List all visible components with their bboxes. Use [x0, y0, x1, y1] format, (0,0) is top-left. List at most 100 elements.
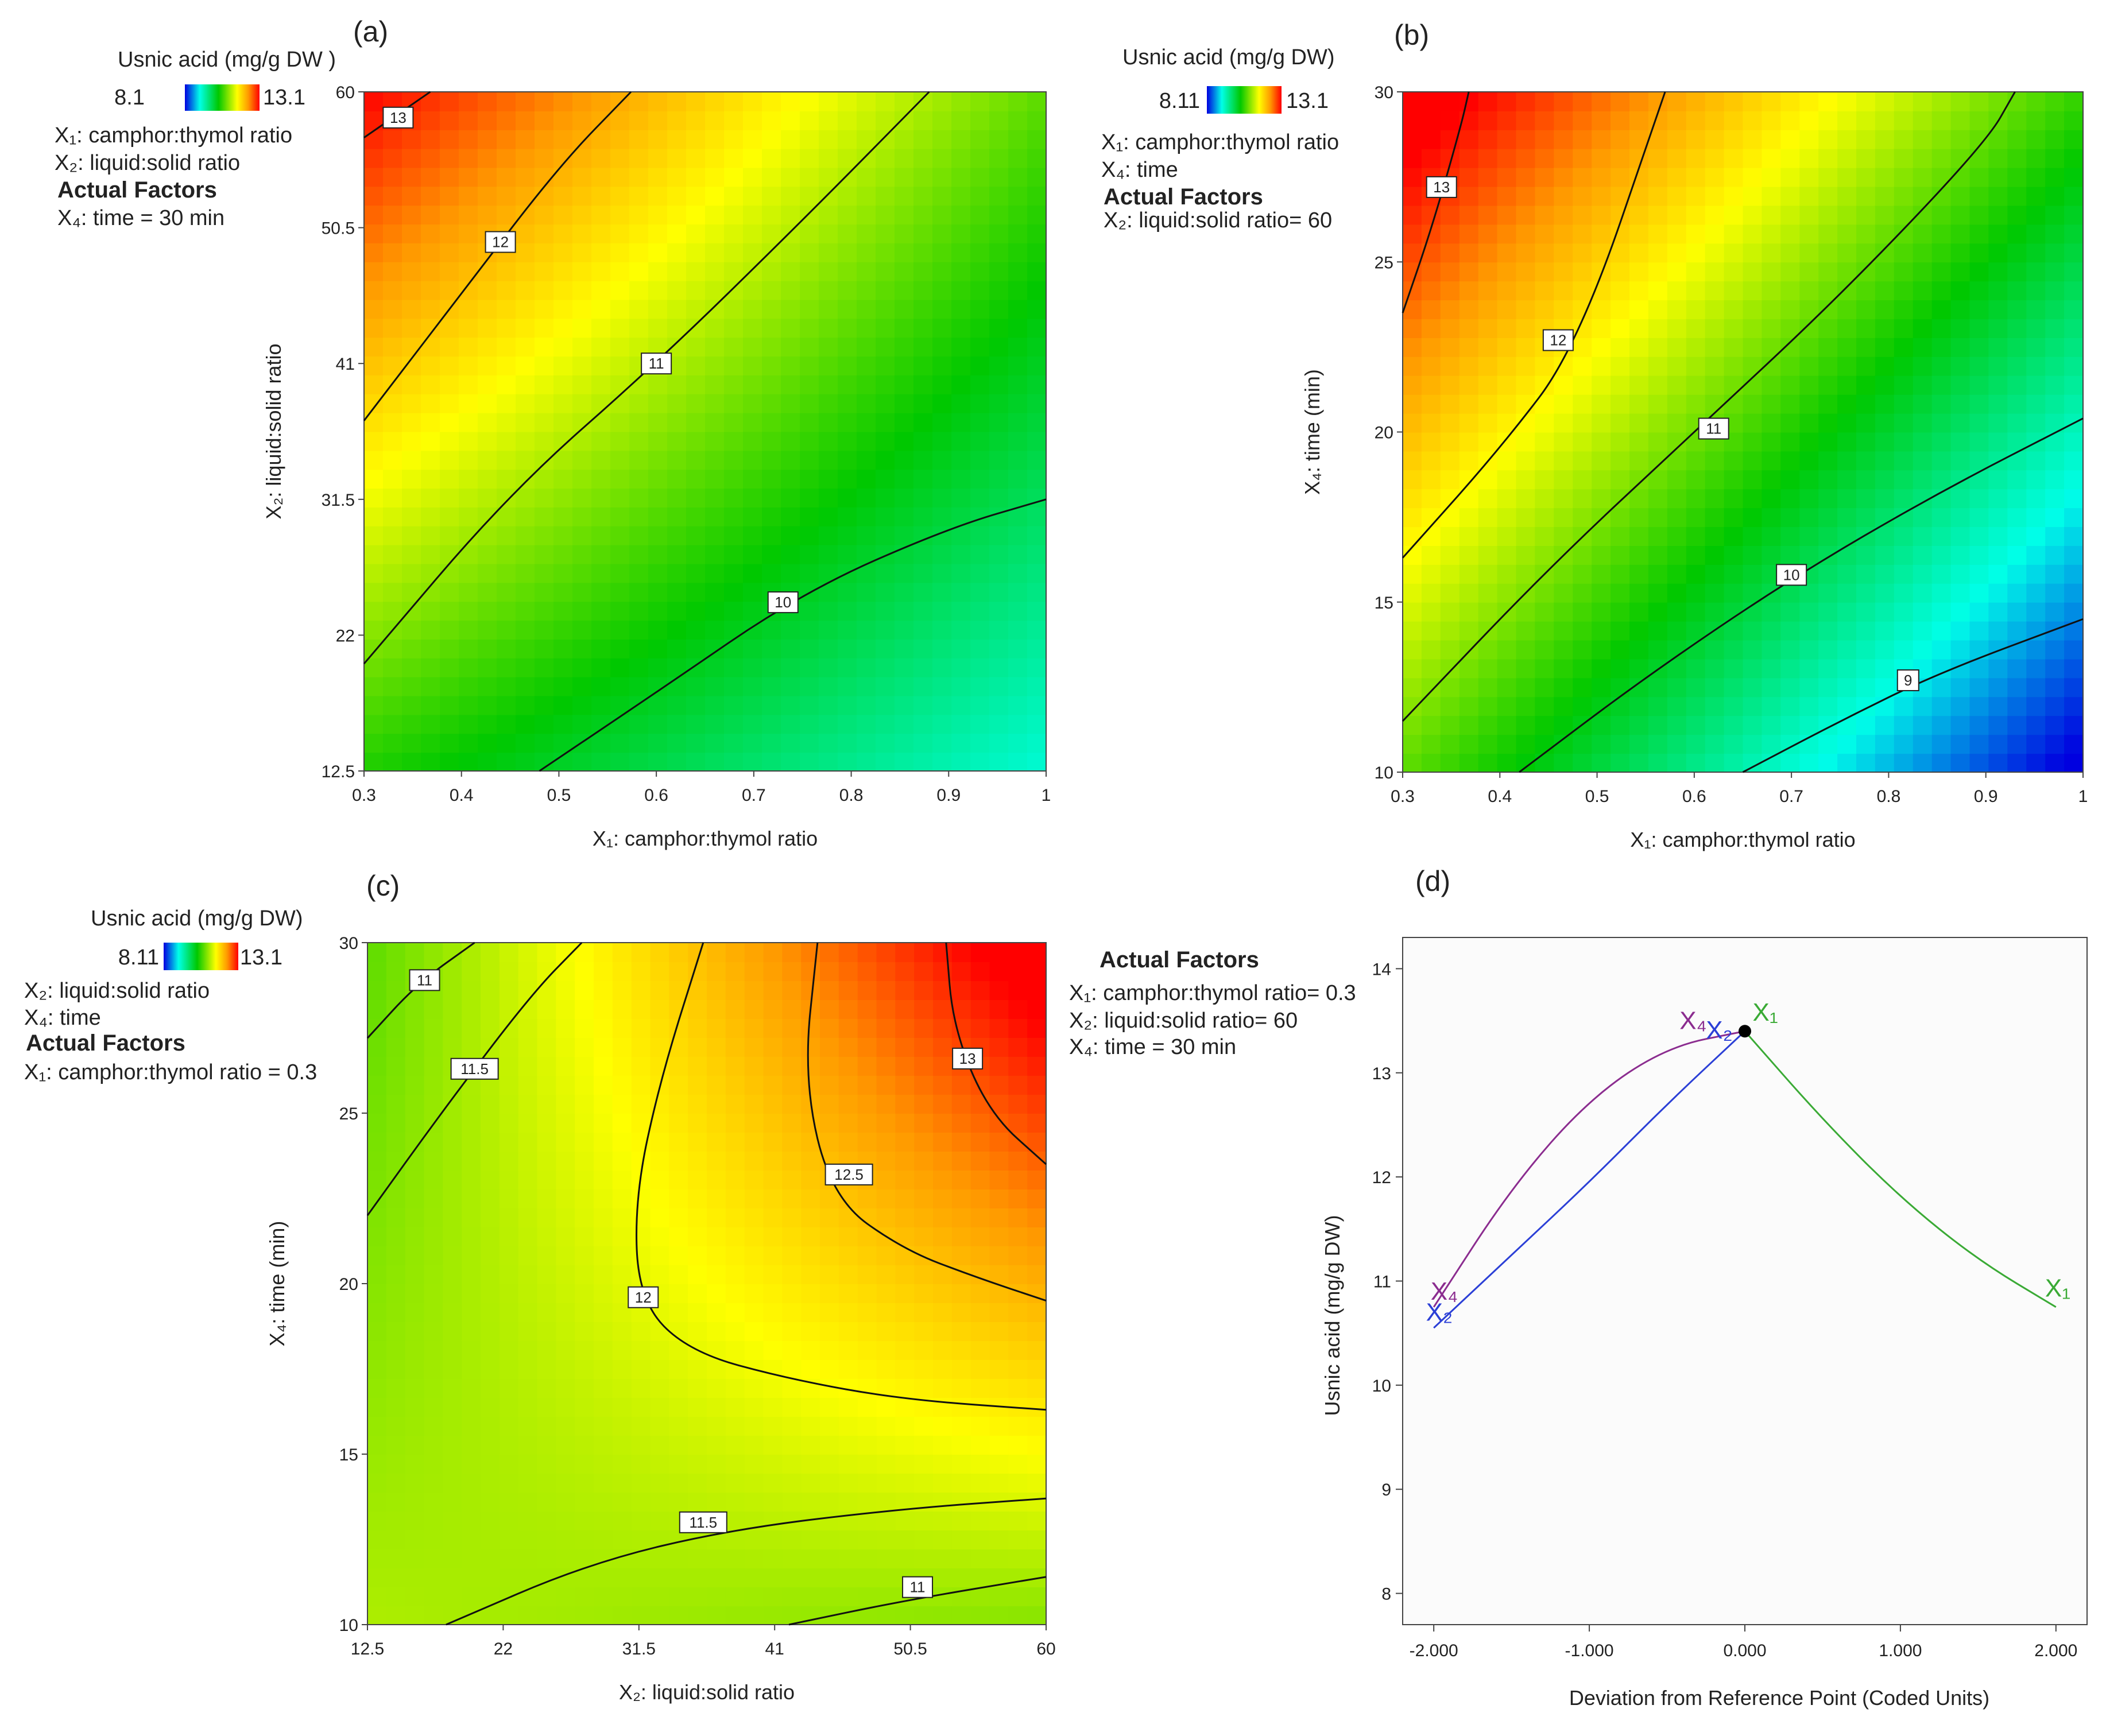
heat-cell [1931, 526, 1952, 546]
heat-cell [612, 1208, 632, 1227]
heat-cell [838, 1094, 858, 1114]
heat-cell [1516, 262, 1536, 282]
heat-cell [913, 337, 933, 357]
heat-cell [556, 1018, 576, 1038]
panel-c-contour-label-5: 11.5 [689, 1514, 717, 1531]
heat-cell [556, 1340, 576, 1360]
heat-cell [1799, 224, 1819, 244]
heat-cell [1629, 432, 1649, 452]
heat-cell [478, 506, 497, 526]
heat-cell [2064, 129, 2084, 149]
heat-cell [1008, 110, 1028, 130]
heat-cell [610, 261, 630, 281]
heat-cell [1554, 583, 1574, 603]
heat-cell [421, 337, 440, 357]
heat-cell [594, 1132, 613, 1152]
heat-cell [516, 733, 535, 753]
heat-cell [1950, 677, 1970, 698]
heat-cell [594, 1094, 613, 1114]
heat-cell [440, 657, 459, 677]
heat-cell [667, 714, 687, 734]
heat-cell [801, 1208, 820, 1227]
panel-a-contour-label-2: 11 [649, 355, 664, 372]
heat-cell [913, 129, 933, 149]
heat-cell [1799, 319, 1819, 338]
heat-cell [781, 733, 800, 753]
heat-cell [989, 657, 1009, 677]
heat-cell [553, 92, 573, 111]
heat-cell [857, 1530, 877, 1549]
heat-cell [537, 1265, 557, 1284]
heat-cell [951, 1492, 971, 1512]
heat-cell [402, 412, 421, 432]
heat-cell [386, 1473, 406, 1493]
heat-cell [1799, 337, 1819, 357]
heat-cell [537, 1530, 557, 1549]
heat-cell [1478, 281, 1498, 301]
heat-cell [2045, 734, 2065, 754]
heat-cell [440, 525, 459, 545]
heat-cell [1573, 734, 1593, 754]
heat-cell [876, 657, 895, 677]
heat-cell [1592, 470, 1612, 490]
heat-cell [1818, 753, 1838, 773]
heat-cell [913, 356, 933, 375]
heat-cell [782, 1549, 802, 1568]
heat-cell [650, 1322, 670, 1341]
heat-cell [1440, 110, 1460, 130]
heat-cell [612, 1132, 632, 1152]
heat-cell [724, 733, 744, 753]
heat-cell [499, 1397, 519, 1417]
heat-cell [556, 999, 576, 1019]
panel-c-color-field [367, 943, 1047, 1625]
heat-cell [1931, 451, 1952, 471]
heat-cell [1648, 319, 1668, 338]
heat-cell [516, 657, 535, 677]
heat-cell [1913, 281, 1933, 301]
heat-cell [610, 129, 630, 149]
heat-cell [1573, 148, 1593, 168]
heat-cell [857, 431, 876, 451]
heat-cell [989, 943, 1009, 962]
heat-cell [481, 1132, 500, 1152]
heat-cell [913, 224, 933, 243]
heat-cell [405, 1322, 425, 1341]
heat-cell [1440, 583, 1460, 603]
heat-cell [1931, 470, 1952, 490]
heat-cell [516, 224, 535, 243]
heat-cell [763, 1511, 783, 1530]
heat-cell [478, 393, 497, 413]
heat-cell [744, 1340, 764, 1360]
heat-cell [424, 1511, 444, 1530]
heat-cell [612, 1340, 632, 1360]
heat-cell [440, 563, 459, 583]
heat-cell [782, 1132, 802, 1152]
heat-cell [705, 356, 725, 375]
heat-cell [1799, 375, 1819, 395]
heat-cell [1894, 262, 1914, 282]
heat-cell [648, 469, 668, 489]
heat-cell [1894, 243, 1914, 263]
heat-cell [688, 1322, 707, 1341]
heat-cell [876, 224, 895, 243]
heat-cell [1856, 564, 1876, 584]
heat-cell [424, 1568, 444, 1587]
heat-cell [383, 205, 402, 225]
heat-cell [1724, 526, 1744, 546]
heat-cell [1931, 658, 1952, 679]
heat-cell [1818, 148, 1838, 168]
heat-cell [1818, 507, 1838, 528]
heat-cell [1535, 507, 1555, 528]
heat-cell [876, 695, 895, 715]
heat-cell [782, 1454, 802, 1474]
heat-cell [481, 1473, 500, 1493]
heat-cell [1648, 356, 1668, 376]
heat-cell [383, 695, 402, 715]
heat-cell [724, 582, 744, 602]
heat-cell [1027, 129, 1047, 149]
heat-cell [1516, 375, 1536, 395]
heat-cell [421, 431, 440, 451]
heat-cell [1780, 337, 1801, 357]
heat-cell [838, 1265, 858, 1284]
heat-cell [763, 1208, 783, 1227]
